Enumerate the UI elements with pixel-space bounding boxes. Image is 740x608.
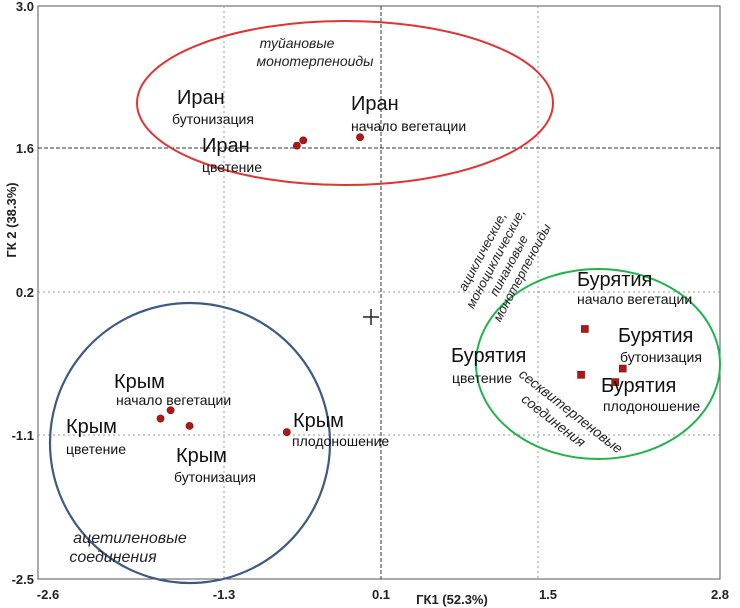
- point-label-iran-flowering: Иран цветение: [202, 135, 262, 175]
- crimea-cluster-ellipse: [48, 301, 332, 585]
- y-axis-title: ГК 2 (38.3%): [4, 182, 19, 257]
- data-point: [293, 141, 301, 150]
- y-tick-label: 1.6: [16, 141, 34, 156]
- data-point: [618, 364, 627, 373]
- point-label-stage: бутонизация: [620, 349, 702, 365]
- grid: [38, 6, 720, 579]
- y-tick-label: -1.1: [12, 428, 34, 443]
- point-labels: Иран бутонизация Иран цветение Иран нача…: [66, 87, 702, 485]
- point-label-name: Иран: [177, 87, 225, 109]
- data-point: [166, 406, 175, 415]
- data-points: [156, 133, 627, 437]
- x-tick-labels: -2.6 -1.3 0.1 1.5 2.8: [37, 587, 729, 602]
- data-point: [611, 378, 619, 386]
- x-tick-label: -2.6: [37, 587, 59, 602]
- point-label-stage: начало вегетации: [116, 392, 231, 408]
- point-label-name: Иран: [202, 135, 250, 157]
- point-label-buryatia-vegetation: Бурятия начало вегетации: [577, 269, 692, 307]
- point-label-stage: бутонизация: [172, 111, 254, 127]
- point-label-stage: цветение: [452, 370, 512, 386]
- center-annotation: ациклические, моноциклические, пинановые…: [455, 206, 554, 324]
- point-label-name: Крым: [66, 416, 117, 438]
- data-point: [185, 421, 194, 430]
- iran-annotation: туйановые монотерпеноиды: [257, 35, 375, 69]
- point-label-buryatia-fruiting: Бурятия плодоношение: [601, 375, 700, 414]
- data-point: [356, 133, 364, 142]
- data-point: [581, 325, 589, 333]
- point-label-stage: цветение: [202, 159, 262, 175]
- point-label-crimea-flowering: Крым цветение: [66, 416, 126, 457]
- iran-cluster-ellipse: [136, 20, 554, 186]
- reference-lines: [38, 6, 720, 579]
- origin-cross-icon: [363, 309, 379, 325]
- buryatia-cluster-ellipse: [475, 268, 721, 460]
- x-axis-title: ГК1 (52.3%): [416, 592, 488, 607]
- point-label-buryatia-flowering: Бурятия цветение: [451, 345, 526, 386]
- point-label-name: Крым: [176, 445, 227, 467]
- point-label-iran-budding: Иран бутонизация: [172, 87, 254, 127]
- point-label-iran-vegetation: Иран начало вегетации: [351, 93, 466, 134]
- point-label-stage: начало вегетации: [351, 118, 466, 134]
- point-label-name: Бурятия: [601, 375, 676, 397]
- annotation-line: туйановые: [260, 35, 335, 51]
- data-point: [577, 371, 585, 379]
- point-label-crimea-vegetation: Крым начало вегетации: [114, 371, 231, 408]
- data-point: [282, 428, 291, 437]
- point-label-name: Бурятия: [451, 345, 526, 367]
- point-label-name: Крым: [114, 371, 165, 393]
- x-tick-label: 1.5: [539, 587, 557, 602]
- point-label-stage: бутонизация: [174, 469, 256, 485]
- y-tick-label: -2.5: [12, 572, 34, 587]
- point-label-crimea-fruiting: Крым плодоношение: [292, 410, 389, 449]
- x-tick-label: -1.3: [213, 587, 235, 602]
- point-label-name: Иран: [351, 93, 399, 115]
- annotation-line: соединения: [69, 549, 157, 566]
- data-point: [156, 414, 165, 423]
- point-label-crimea-budding: Крым бутонизация: [174, 445, 256, 485]
- annotation-line: монотерпеноиды: [257, 53, 375, 69]
- crimea-annotation: ацетиленовые соединения: [69, 530, 187, 566]
- point-label-name: Крым: [293, 410, 344, 432]
- data-point: [299, 136, 308, 145]
- annotation-line: ацетиленовые: [73, 530, 187, 547]
- point-label-stage: начало вегетации: [577, 291, 692, 307]
- point-label-name: Бурятия: [618, 325, 693, 347]
- x-tick-label: 0.1: [372, 587, 390, 602]
- point-label-stage: плодоношение: [292, 433, 389, 449]
- point-label-stage: плодоношение: [603, 398, 700, 414]
- x-tick-label: 2.8: [711, 587, 729, 602]
- y-tick-labels: 3.0 1.6 0.2 -1.1 -2.5: [12, 0, 34, 587]
- point-label-name: Бурятия: [577, 269, 652, 291]
- point-label-buryatia-budding: Бурятия бутонизация: [618, 325, 702, 365]
- y-tick-label: 3.0: [16, 0, 34, 14]
- y-tick-label: 0.2: [16, 285, 34, 300]
- point-label-stage: цветение: [66, 441, 126, 457]
